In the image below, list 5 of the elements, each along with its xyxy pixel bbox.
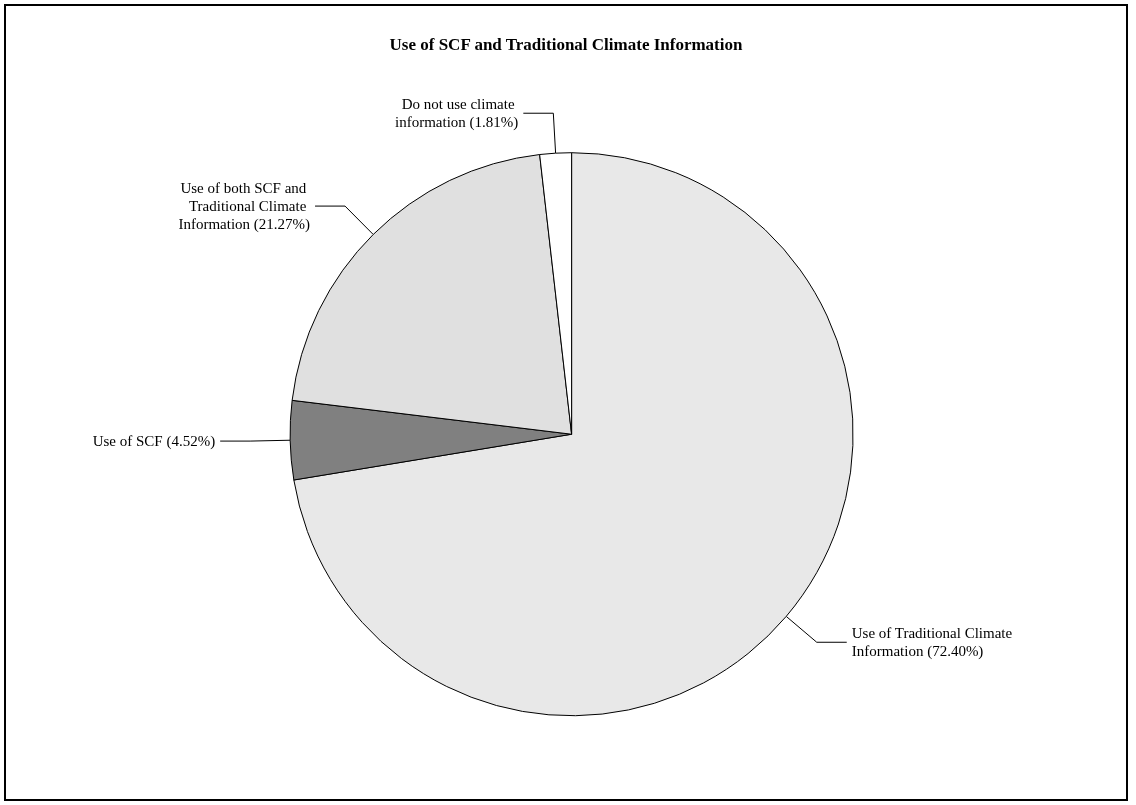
slice-label: Use of both SCF and Traditional Climate Information (21.27%) — [178, 180, 311, 234]
slice-label: Do not use climate information (1.81%) — [395, 96, 519, 132]
slice-label: Use of Traditional Climate Information (72.40%) — [851, 625, 1016, 661]
chart-title: Use of SCF and Traditional Climate Information — [389, 35, 743, 54]
slice-label: Use of SCF (4.52%) — [92, 433, 216, 451]
